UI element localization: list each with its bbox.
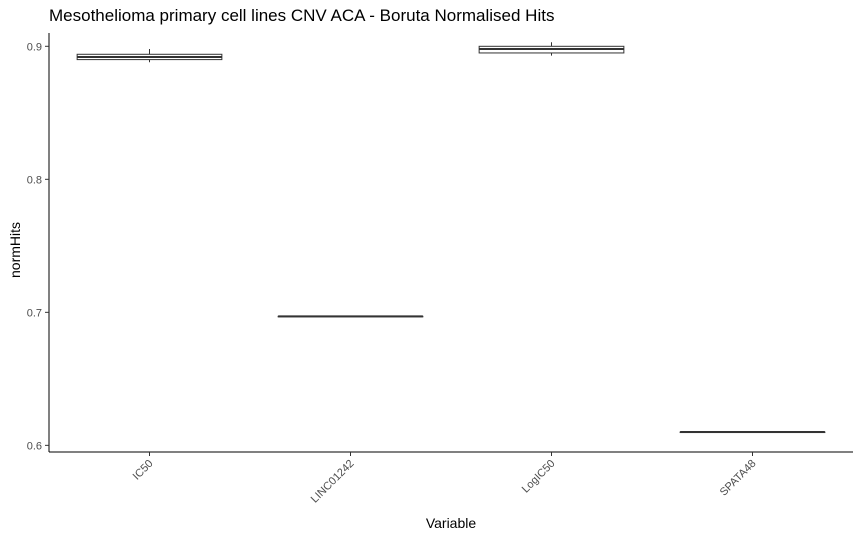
box-linc01242: [277, 315, 424, 318]
x-tick-label: SPATA48: [718, 458, 759, 499]
box-logic50: [478, 42, 625, 56]
y-tick-label: 0.6: [27, 440, 42, 452]
y-tick-label: 0.8: [27, 174, 42, 186]
y-axis-title: normHits: [7, 222, 23, 278]
x-axis: IC50 LINC01242 LogIC50 SPATA48: [49, 451, 853, 506]
chart-title: Mesothelioma primary cell lines CNV ACA …: [49, 6, 555, 25]
x-axis-title: Variable: [426, 515, 477, 531]
x-tick-label: LogIC50: [520, 458, 558, 496]
x-tick-label: LINC01242: [309, 458, 357, 506]
x-tick-label: IC50: [131, 458, 156, 483]
y-tick-label: 0.7: [27, 307, 42, 319]
box-ic50: [76, 48, 223, 63]
y-axis: 0.6 0.7 0.8 0.9: [27, 33, 50, 452]
box-series: [76, 42, 826, 434]
y-tick-label: 0.9: [27, 41, 42, 53]
box-spata48: [679, 431, 826, 434]
